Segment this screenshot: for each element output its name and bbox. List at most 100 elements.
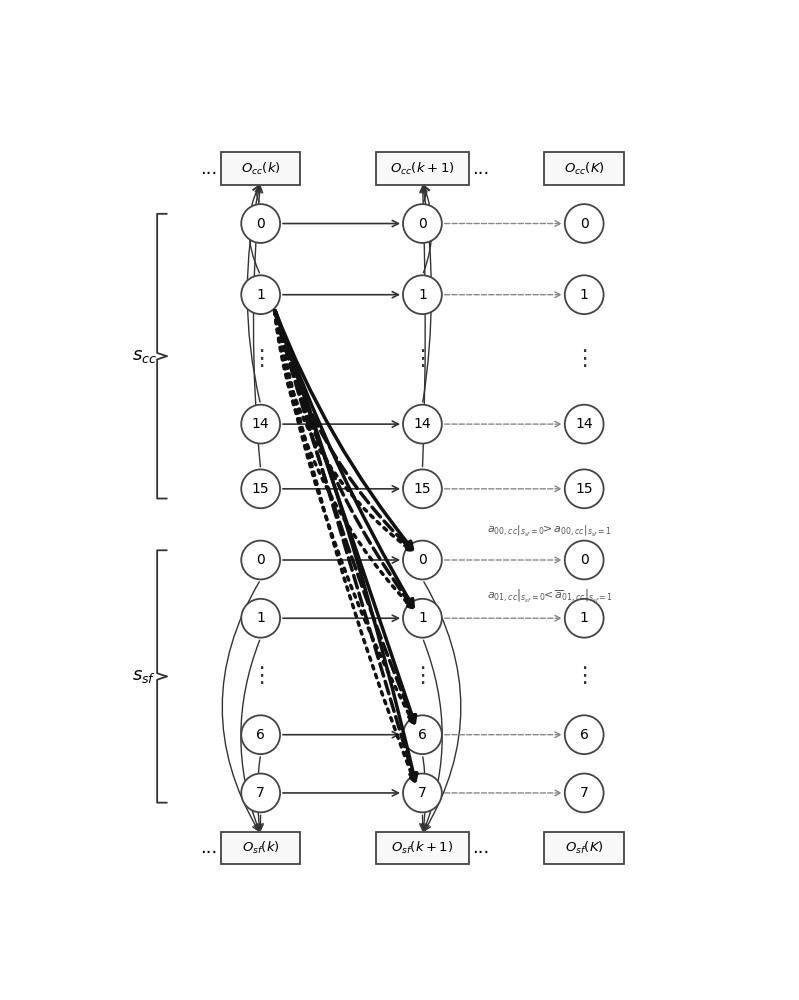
Circle shape bbox=[241, 599, 280, 638]
Circle shape bbox=[565, 204, 603, 243]
FancyArrowPatch shape bbox=[222, 582, 259, 831]
Text: 15: 15 bbox=[575, 482, 593, 496]
Text: ...: ... bbox=[201, 160, 217, 178]
Text: 1: 1 bbox=[580, 611, 589, 625]
FancyArrowPatch shape bbox=[275, 311, 417, 781]
FancyBboxPatch shape bbox=[221, 152, 300, 185]
Text: $O_{sf}(K)$: $O_{sf}(K)$ bbox=[565, 840, 603, 856]
FancyArrowPatch shape bbox=[248, 186, 260, 273]
Circle shape bbox=[403, 405, 442, 444]
Text: 7: 7 bbox=[580, 786, 589, 800]
Text: $O_{cc}(k)$: $O_{cc}(k)$ bbox=[240, 160, 280, 177]
Text: ⋮: ⋮ bbox=[573, 349, 595, 369]
Text: 15: 15 bbox=[252, 482, 269, 496]
Text: 6: 6 bbox=[256, 728, 265, 742]
Circle shape bbox=[565, 405, 603, 444]
Circle shape bbox=[241, 275, 280, 314]
Text: $O_{cc}(K)$: $O_{cc}(K)$ bbox=[564, 160, 605, 177]
Circle shape bbox=[403, 275, 442, 314]
Text: 1: 1 bbox=[418, 288, 427, 302]
Text: ⋮: ⋮ bbox=[249, 349, 272, 369]
Text: ⋮: ⋮ bbox=[249, 666, 272, 686]
Text: 0: 0 bbox=[256, 217, 265, 231]
FancyArrowPatch shape bbox=[423, 582, 461, 831]
FancyBboxPatch shape bbox=[376, 832, 469, 864]
FancyBboxPatch shape bbox=[376, 152, 469, 185]
Text: 1: 1 bbox=[256, 288, 265, 302]
Text: 1: 1 bbox=[418, 611, 427, 625]
Text: ⋮: ⋮ bbox=[411, 349, 434, 369]
Text: ...: ... bbox=[472, 160, 489, 178]
Text: 0: 0 bbox=[256, 553, 265, 567]
Text: $O_{sf}(k+1)$: $O_{sf}(k+1)$ bbox=[392, 840, 454, 856]
Text: 6: 6 bbox=[580, 728, 589, 742]
Text: 7: 7 bbox=[418, 786, 427, 800]
FancyArrowPatch shape bbox=[419, 186, 426, 467]
Text: 14: 14 bbox=[575, 417, 593, 431]
Circle shape bbox=[403, 204, 442, 243]
Text: 1: 1 bbox=[580, 288, 589, 302]
FancyArrowPatch shape bbox=[275, 311, 414, 723]
Circle shape bbox=[565, 275, 603, 314]
FancyArrowPatch shape bbox=[275, 311, 415, 723]
Circle shape bbox=[241, 405, 280, 444]
FancyArrowPatch shape bbox=[275, 311, 412, 549]
Text: 1: 1 bbox=[256, 611, 265, 625]
Text: 15: 15 bbox=[414, 482, 431, 496]
Text: ⋮: ⋮ bbox=[573, 666, 595, 686]
FancyArrowPatch shape bbox=[275, 311, 413, 607]
FancyArrowPatch shape bbox=[275, 311, 416, 781]
Text: 14: 14 bbox=[252, 417, 269, 431]
Text: ...: ... bbox=[201, 839, 217, 857]
FancyArrowPatch shape bbox=[275, 311, 415, 781]
Text: 0: 0 bbox=[580, 217, 589, 231]
Circle shape bbox=[241, 469, 280, 508]
Circle shape bbox=[241, 774, 280, 812]
Text: $s_{sf}$: $s_{sf}$ bbox=[132, 667, 156, 685]
Circle shape bbox=[403, 469, 442, 508]
Circle shape bbox=[565, 599, 603, 638]
Text: $a_{00,cc}\left|_{s_{sf}=0}\!\!>a_{00,cc}\right|_{s_{sf}=1}$: $a_{00,cc}\left|_{s_{sf}=0}\!\!>a_{00,cc… bbox=[487, 523, 612, 538]
Text: 14: 14 bbox=[414, 417, 431, 431]
Circle shape bbox=[565, 715, 603, 754]
FancyArrowPatch shape bbox=[275, 311, 415, 723]
FancyArrowPatch shape bbox=[421, 757, 427, 830]
Circle shape bbox=[241, 715, 280, 754]
Circle shape bbox=[403, 599, 442, 638]
Circle shape bbox=[403, 715, 442, 754]
FancyArrowPatch shape bbox=[423, 640, 442, 830]
Circle shape bbox=[403, 541, 442, 579]
FancyArrowPatch shape bbox=[257, 815, 264, 830]
FancyBboxPatch shape bbox=[221, 832, 300, 864]
Text: $O_{sf}(k)$: $O_{sf}(k)$ bbox=[242, 840, 280, 856]
FancyArrowPatch shape bbox=[275, 311, 411, 550]
FancyArrowPatch shape bbox=[423, 186, 430, 202]
FancyArrowPatch shape bbox=[275, 311, 412, 608]
FancyArrowPatch shape bbox=[253, 186, 263, 467]
Circle shape bbox=[565, 541, 603, 579]
Text: $O_{cc}(k+1)$: $O_{cc}(k+1)$ bbox=[390, 160, 455, 177]
FancyArrowPatch shape bbox=[256, 757, 262, 830]
FancyArrowPatch shape bbox=[240, 640, 260, 830]
Text: 6: 6 bbox=[418, 728, 427, 742]
Circle shape bbox=[565, 469, 603, 508]
FancyArrowPatch shape bbox=[421, 186, 431, 402]
Text: 0: 0 bbox=[580, 553, 589, 567]
FancyBboxPatch shape bbox=[544, 832, 624, 864]
FancyBboxPatch shape bbox=[544, 152, 624, 185]
Circle shape bbox=[403, 774, 442, 812]
Text: 7: 7 bbox=[256, 786, 265, 800]
FancyArrowPatch shape bbox=[275, 311, 412, 607]
FancyArrowPatch shape bbox=[275, 311, 411, 550]
FancyArrowPatch shape bbox=[247, 186, 261, 402]
FancyArrowPatch shape bbox=[252, 186, 259, 202]
Circle shape bbox=[241, 541, 280, 579]
Text: ...: ... bbox=[472, 839, 489, 857]
Text: ⋮: ⋮ bbox=[411, 666, 434, 686]
Text: $a_{01,cc}\left|_{s_{sf}=0}\!\!<\overline{a}_{01,cc}\right|_{s_{sf}=1}$: $a_{01,cc}\left|_{s_{sf}=0}\!\!<\overlin… bbox=[487, 587, 614, 604]
Text: 0: 0 bbox=[418, 217, 427, 231]
FancyArrowPatch shape bbox=[423, 186, 432, 273]
FancyArrowPatch shape bbox=[419, 815, 426, 830]
Text: 0: 0 bbox=[418, 553, 427, 567]
Circle shape bbox=[565, 774, 603, 812]
